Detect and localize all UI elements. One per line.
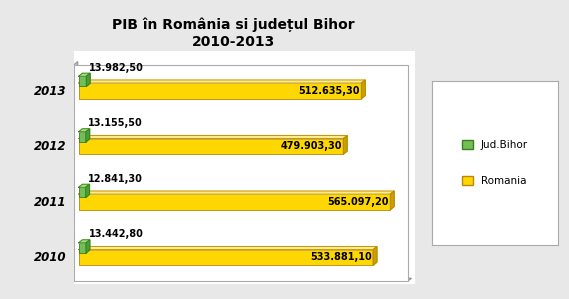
Bar	[79, 187, 86, 197]
Polygon shape	[79, 191, 394, 194]
Polygon shape	[86, 73, 90, 86]
Text: PIB în România si județul Bihor
2010-2013: PIB în România si județul Bihor 2010-201…	[112, 18, 354, 49]
Polygon shape	[79, 240, 90, 243]
Polygon shape	[361, 80, 365, 99]
Text: 565.097,20: 565.097,20	[327, 197, 389, 207]
Polygon shape	[79, 247, 377, 250]
Polygon shape	[79, 73, 90, 76]
Bar	[79, 138, 344, 154]
Bar	[79, 76, 86, 86]
Polygon shape	[79, 80, 365, 83]
Text: 13.155,50: 13.155,50	[88, 118, 143, 128]
Bar	[79, 83, 361, 99]
Bar	[79, 194, 390, 210]
Polygon shape	[390, 191, 394, 210]
Legend: Jud.Bihor, Romania: Jud.Bihor, Romania	[457, 135, 533, 191]
Text: 13.442,80: 13.442,80	[89, 229, 143, 239]
Polygon shape	[79, 129, 90, 132]
Polygon shape	[86, 129, 90, 142]
Bar	[79, 243, 86, 253]
Polygon shape	[74, 62, 78, 281]
Text: 12.841,30: 12.841,30	[88, 174, 143, 184]
Text: 533.881,10: 533.881,10	[310, 252, 372, 263]
Polygon shape	[86, 184, 89, 197]
Text: 512.635,30: 512.635,30	[298, 86, 360, 96]
Text: 479.903,30: 479.903,30	[281, 141, 342, 151]
Polygon shape	[373, 247, 377, 265]
Polygon shape	[344, 135, 347, 154]
Polygon shape	[74, 278, 411, 281]
Text: 13.982,50: 13.982,50	[89, 63, 144, 73]
Bar	[79, 250, 373, 265]
Polygon shape	[79, 184, 89, 187]
Polygon shape	[79, 135, 347, 138]
Polygon shape	[86, 240, 90, 253]
Bar	[79, 132, 86, 142]
